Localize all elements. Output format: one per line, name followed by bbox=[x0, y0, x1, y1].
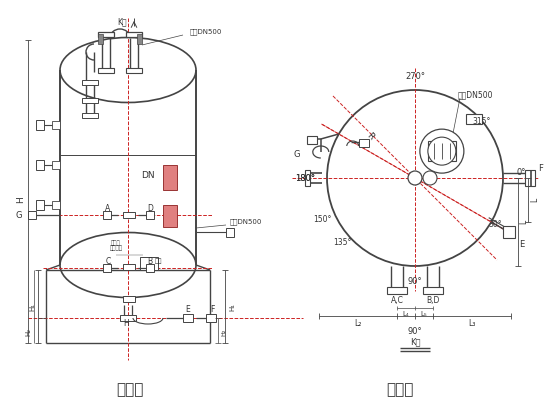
Bar bbox=[28, 211, 36, 219]
Bar bbox=[163, 165, 177, 190]
Circle shape bbox=[423, 171, 437, 185]
Bar bbox=[120, 315, 136, 321]
Text: H₂: H₂ bbox=[222, 328, 226, 336]
Circle shape bbox=[327, 90, 503, 266]
Text: B: B bbox=[147, 256, 152, 266]
Text: DN: DN bbox=[141, 171, 155, 179]
Bar bbox=[36, 200, 44, 210]
Text: 30°: 30° bbox=[488, 220, 502, 229]
Text: H₂: H₂ bbox=[25, 328, 31, 336]
Bar bbox=[82, 113, 98, 118]
Text: F: F bbox=[539, 163, 543, 173]
Bar bbox=[36, 120, 44, 130]
Bar bbox=[226, 228, 234, 237]
Text: H: H bbox=[16, 197, 26, 203]
Bar bbox=[36, 160, 44, 170]
Text: 180°: 180° bbox=[295, 173, 315, 183]
Bar bbox=[82, 80, 98, 85]
Bar bbox=[98, 32, 114, 37]
Text: E: E bbox=[185, 306, 190, 314]
Text: L: L bbox=[530, 198, 539, 202]
Bar bbox=[206, 314, 216, 322]
Text: A,C: A,C bbox=[390, 296, 403, 306]
Text: H₁: H₁ bbox=[229, 303, 235, 311]
Text: R: R bbox=[365, 131, 375, 141]
Bar bbox=[123, 264, 135, 270]
Text: 视镜: 视镜 bbox=[154, 258, 162, 264]
Bar bbox=[359, 139, 369, 147]
Bar bbox=[140, 257, 158, 270]
Bar bbox=[387, 287, 407, 294]
Bar bbox=[137, 34, 142, 44]
Bar bbox=[525, 170, 535, 186]
Bar bbox=[126, 68, 142, 73]
Circle shape bbox=[428, 137, 456, 165]
Bar bbox=[123, 296, 135, 302]
Text: 150°: 150° bbox=[314, 215, 332, 224]
Bar bbox=[98, 34, 103, 44]
Text: 入孔DN500: 入孔DN500 bbox=[458, 90, 493, 100]
Bar bbox=[52, 201, 60, 209]
Text: K向: K向 bbox=[117, 18, 127, 27]
Bar bbox=[423, 287, 443, 294]
Bar bbox=[52, 121, 60, 129]
Text: 180°: 180° bbox=[295, 173, 315, 183]
Text: 入孔DN500: 入孔DN500 bbox=[230, 219, 262, 225]
Text: 0°: 0° bbox=[516, 168, 526, 176]
Ellipse shape bbox=[60, 38, 196, 103]
Bar bbox=[126, 32, 142, 37]
Text: 270°: 270° bbox=[405, 71, 425, 80]
Text: F: F bbox=[210, 306, 214, 314]
Bar bbox=[305, 170, 310, 186]
Ellipse shape bbox=[60, 233, 196, 297]
Circle shape bbox=[420, 129, 464, 173]
Text: L₃: L₃ bbox=[468, 319, 475, 327]
Text: A: A bbox=[105, 203, 111, 213]
Text: 充水量: 充水量 bbox=[111, 240, 121, 246]
Text: 90°: 90° bbox=[408, 276, 422, 286]
Bar bbox=[146, 264, 154, 272]
Text: 仪表接口: 仪表接口 bbox=[110, 245, 123, 251]
Text: C: C bbox=[105, 256, 111, 266]
Text: 135°: 135° bbox=[333, 238, 352, 247]
Bar bbox=[52, 161, 60, 169]
Text: G: G bbox=[16, 211, 22, 219]
Bar bbox=[146, 211, 154, 219]
Text: B,D: B,D bbox=[426, 296, 440, 306]
Text: L₅: L₅ bbox=[421, 311, 427, 317]
Bar bbox=[103, 264, 111, 272]
Bar bbox=[502, 226, 515, 238]
Text: 315°: 315° bbox=[472, 117, 491, 126]
Bar bbox=[82, 98, 98, 103]
Bar bbox=[466, 114, 482, 124]
Bar bbox=[428, 141, 456, 161]
Bar bbox=[98, 68, 114, 73]
Bar bbox=[183, 314, 193, 322]
Text: 立面图: 立面图 bbox=[116, 382, 144, 397]
Text: L₄: L₄ bbox=[403, 311, 409, 317]
Text: H: H bbox=[123, 319, 129, 329]
Bar bbox=[103, 211, 111, 219]
Text: E: E bbox=[519, 240, 524, 249]
Bar bbox=[123, 212, 135, 218]
Text: 90°: 90° bbox=[408, 327, 422, 337]
Text: 入孔DN500: 入孔DN500 bbox=[190, 29, 222, 35]
Text: D: D bbox=[147, 203, 153, 213]
Text: G: G bbox=[293, 150, 300, 158]
Text: L: L bbox=[520, 220, 529, 224]
Circle shape bbox=[327, 90, 503, 266]
Text: L₂: L₂ bbox=[354, 319, 362, 327]
Bar bbox=[60, 70, 196, 265]
Text: H₁: H₁ bbox=[29, 303, 35, 311]
Bar bbox=[307, 136, 317, 144]
Text: 俯视图: 俯视图 bbox=[386, 382, 414, 397]
Circle shape bbox=[408, 171, 422, 185]
Text: K向: K向 bbox=[410, 337, 420, 347]
Bar bbox=[163, 205, 177, 227]
